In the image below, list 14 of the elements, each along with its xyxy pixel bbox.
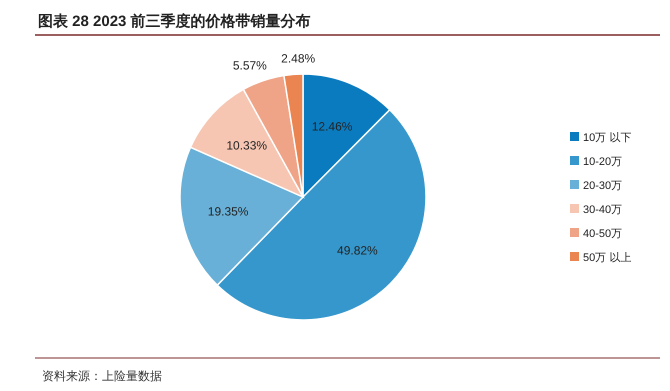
legend-label: 10-20万: [583, 156, 622, 168]
legend-label: 10万 以下: [583, 131, 632, 144]
data-label: 2.48%: [281, 51, 316, 66]
data-label: 10.33%: [226, 138, 268, 153]
legend-label: 40-50万: [583, 228, 622, 240]
legend-label: 50万 以上: [583, 251, 632, 264]
legend-label: 20-30万: [583, 180, 622, 192]
data-label: 5.57%: [232, 58, 268, 73]
chart-title: 图表 28 2023 前三季度的价格带销量分布: [38, 12, 311, 30]
text: 资料来源：上险量数据: [42, 369, 162, 383]
data-label: 12.46%: [312, 120, 353, 134]
data-label: 19.35%: [208, 204, 249, 219]
data-label: 49.82%: [337, 243, 378, 258]
legend-label: 30-40万: [583, 204, 622, 216]
